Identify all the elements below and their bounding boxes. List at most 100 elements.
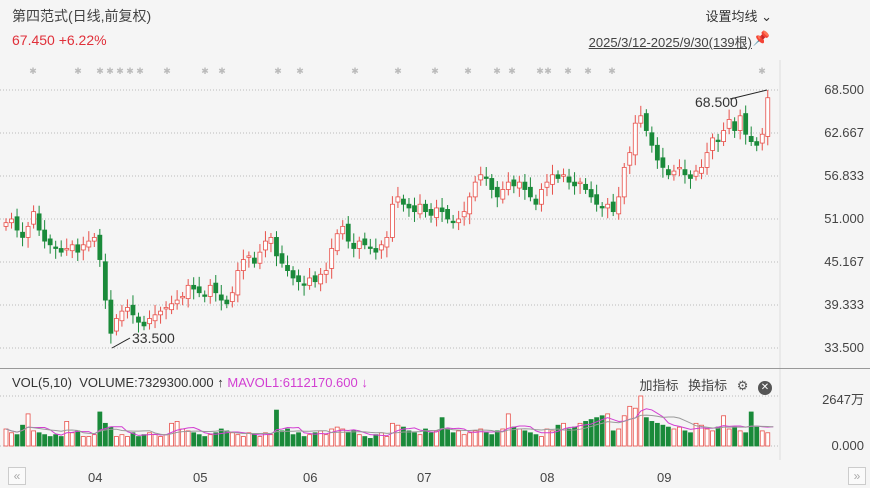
volume-value: VOLUME:7329300.000 xyxy=(79,375,214,390)
volume-bar xyxy=(439,417,445,447)
volume-bar xyxy=(102,422,108,447)
volume-bar xyxy=(583,421,588,447)
candle xyxy=(207,284,213,297)
volume-bar xyxy=(75,430,81,447)
candle xyxy=(743,113,749,135)
volume-bar xyxy=(677,426,682,447)
month-label: 08 xyxy=(540,470,555,485)
mavol-value: MAVOL1:6112170.600 xyxy=(227,375,358,390)
candle xyxy=(445,209,451,220)
volume-bar xyxy=(500,428,506,447)
candle xyxy=(246,255,252,258)
candle xyxy=(318,273,324,285)
volume-bar xyxy=(108,426,114,447)
volume-bar xyxy=(125,436,130,447)
candle xyxy=(91,237,97,242)
volume-bar xyxy=(759,430,765,447)
volume-bar xyxy=(621,415,627,447)
candle xyxy=(340,225,346,235)
candle xyxy=(666,169,671,176)
pin-icon[interactable]: 📌 xyxy=(752,30,770,46)
volume-bar xyxy=(544,428,550,447)
month-label: 09 xyxy=(657,470,672,485)
volume-bar xyxy=(550,430,555,447)
event-marker-icon: ✱ xyxy=(584,66,592,76)
volume-bar xyxy=(528,432,533,447)
switch-indicator-button[interactable]: 换指标 xyxy=(688,378,728,393)
volume-bar xyxy=(445,428,451,447)
close-icon[interactable]: ✕ xyxy=(758,381,772,395)
candle xyxy=(229,292,235,302)
date-range-link[interactable]: 2025/3/12-2025/9/30(139根) xyxy=(588,35,752,50)
volume-bar xyxy=(638,395,644,447)
candle xyxy=(710,137,715,151)
volume-bar xyxy=(257,436,263,447)
scroll-left-button[interactable]: « xyxy=(8,467,26,485)
candle xyxy=(588,189,594,198)
volume-bar xyxy=(114,436,119,447)
month-label: 04 xyxy=(88,470,103,485)
volume-bar xyxy=(356,434,362,447)
volume-bar xyxy=(246,432,252,447)
volume-bar xyxy=(312,432,318,447)
volume-bar xyxy=(395,424,401,447)
volume-bar xyxy=(323,434,329,447)
candle xyxy=(516,181,522,189)
add-indicator-button[interactable]: 加指标 xyxy=(639,378,679,393)
candle xyxy=(163,307,169,310)
candle xyxy=(472,181,478,198)
volume-bar xyxy=(461,434,467,447)
volume-bar xyxy=(610,430,616,447)
candle xyxy=(213,282,219,294)
volume-bar xyxy=(737,430,743,447)
volume-bar xyxy=(450,432,456,447)
volume-bar xyxy=(152,434,158,447)
ma-settings-button[interactable]: 设置均线 ⌄ xyxy=(705,6,772,25)
volume-bar xyxy=(20,424,25,447)
candle xyxy=(384,237,390,248)
candle xyxy=(412,205,417,213)
price-change: 67.450 +6.22% xyxy=(12,32,107,48)
scroll-right-button[interactable]: » xyxy=(848,467,866,485)
candle xyxy=(119,310,125,322)
up-arrow-icon: ↑ xyxy=(217,375,224,390)
pane-divider[interactable] xyxy=(0,368,870,369)
volume-bar xyxy=(362,436,368,447)
volume-bar xyxy=(290,434,296,447)
candle xyxy=(58,248,64,253)
volume-bar xyxy=(577,422,583,447)
candle xyxy=(605,203,611,209)
event-marker-icon: ✱ xyxy=(394,66,402,76)
candle xyxy=(75,244,81,253)
event-marker-icon: ✱ xyxy=(351,66,359,76)
volume-bar xyxy=(340,428,346,447)
volume-bar xyxy=(296,432,301,447)
candle xyxy=(334,233,340,252)
candle xyxy=(274,237,279,257)
candle xyxy=(566,176,572,183)
volume-bar xyxy=(136,436,141,447)
candle xyxy=(539,189,544,205)
candle xyxy=(158,310,163,316)
volume-bar xyxy=(632,407,638,447)
candle xyxy=(638,115,644,124)
event-marker-icon: ✱ xyxy=(29,66,37,76)
volume-bar xyxy=(53,434,59,447)
gear-icon[interactable]: ⚙ xyxy=(736,378,749,393)
volume-bar xyxy=(274,409,279,447)
candle xyxy=(677,166,682,170)
volume-bar xyxy=(434,430,439,447)
volume-bar xyxy=(3,428,9,447)
candle xyxy=(301,283,307,286)
y-tick: 33.500 xyxy=(824,340,864,355)
event-marker-icon: ✱ xyxy=(296,66,304,76)
volume-bar xyxy=(389,422,395,447)
candle xyxy=(489,178,495,190)
volume-bar xyxy=(715,426,721,447)
volume-bar xyxy=(9,432,14,447)
candle xyxy=(555,174,561,179)
high-pointer-arrow xyxy=(729,89,768,100)
volume-bar xyxy=(516,428,522,447)
candle xyxy=(544,181,550,188)
